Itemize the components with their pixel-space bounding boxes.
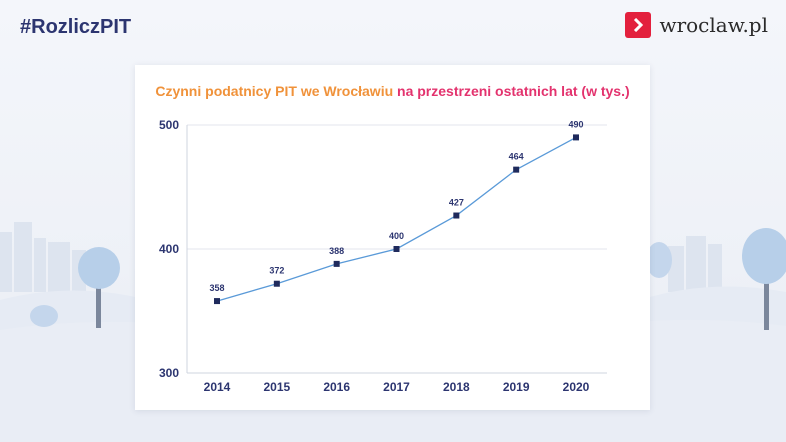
data-label: 400: [389, 231, 404, 241]
x-tick-label: 2019: [503, 380, 530, 394]
data-label: 388: [329, 246, 344, 256]
chart-title-part2: na przestrzeni ostatnich lat (w tys.): [397, 83, 630, 99]
city-skyline-right: [668, 236, 722, 292]
chart-title: Czynni podatnicy PIT we Wrocławiu na prz…: [135, 83, 650, 99]
data-label: 464: [509, 152, 524, 162]
city-skyline-left: [0, 222, 86, 292]
logo-text: wroclaw.pl: [659, 13, 768, 37]
chart-card: Czynni podatnicy PIT we Wrocławiu na prz…: [135, 65, 650, 410]
x-tick-label: 2014: [204, 380, 231, 394]
data-label: 372: [269, 266, 284, 276]
chevron-right-icon: [625, 12, 652, 38]
tree-right: [742, 228, 786, 284]
tree-trunk-left: [96, 272, 101, 328]
data-point: [513, 166, 520, 173]
x-tick-label: 2020: [563, 380, 590, 394]
x-tick-label: 2018: [443, 380, 470, 394]
y-tick-label: 400: [159, 242, 179, 256]
data-label: 490: [568, 119, 583, 129]
y-tick-label: 300: [159, 366, 179, 380]
tree-left: [78, 247, 120, 289]
wroclaw-logo[interactable]: wroclaw.pl: [625, 12, 768, 38]
hashtag-title: #RozliczPIT: [20, 16, 132, 38]
x-tick-label: 2016: [323, 380, 350, 394]
data-point: [273, 280, 280, 287]
bush-right: [646, 242, 672, 278]
data-point: [393, 246, 400, 252]
x-tick-label: 2017: [383, 380, 410, 394]
data-point: [573, 134, 579, 141]
data-point: [453, 212, 460, 219]
chart-title-part1: Czynni podatnicy PIT we Wrocławiu: [155, 83, 394, 99]
data-point: [214, 298, 220, 305]
series-line: [216, 136, 577, 302]
tree-trunk-right: [764, 262, 769, 330]
line-chart: 300 400 500 2014 2015 2016 2017 2018 2019 2020 358…: [159, 118, 607, 394]
data-label: 358: [209, 283, 224, 293]
data-label: 427: [449, 198, 464, 208]
y-tick-label: 500: [159, 118, 179, 132]
x-tick-label: 2015: [263, 380, 290, 394]
data-point: [333, 260, 340, 267]
bush-left: [30, 305, 58, 327]
